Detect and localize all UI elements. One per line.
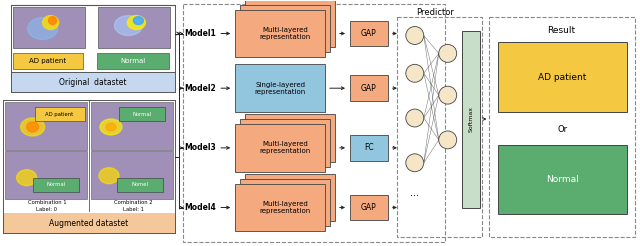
Bar (97, 53, 170, 69)
Text: ...: ... (410, 188, 419, 198)
Bar (488, 16, 636, 237)
Text: Label: 0: Label: 0 (36, 207, 58, 212)
Bar (235, 10, 325, 57)
Bar (235, 124, 325, 172)
Text: AD patient: AD patient (29, 58, 66, 64)
Text: Normal: Normal (121, 58, 146, 64)
Bar (4, 151, 87, 199)
Bar (350, 21, 388, 46)
Bar (498, 43, 627, 112)
Text: Model1: Model1 (184, 29, 216, 38)
Text: Combination 2: Combination 2 (114, 200, 152, 205)
Bar (91, 102, 173, 150)
Text: Model4: Model4 (184, 203, 216, 212)
Bar (240, 5, 330, 52)
Bar (13, 7, 84, 48)
Ellipse shape (115, 15, 142, 35)
Text: Nomel: Nomel (131, 182, 148, 187)
Text: Normal: Normal (132, 111, 152, 117)
Bar (99, 7, 170, 48)
Text: Predictor: Predictor (416, 8, 454, 17)
Text: Combination 1: Combination 1 (28, 200, 66, 205)
Bar (35, 107, 84, 121)
Ellipse shape (43, 15, 59, 30)
Ellipse shape (17, 170, 36, 186)
Ellipse shape (100, 119, 122, 135)
Text: Multi-layered
representation: Multi-layered representation (259, 27, 310, 40)
Ellipse shape (49, 16, 56, 25)
Circle shape (406, 109, 424, 127)
Ellipse shape (27, 122, 38, 132)
Bar (11, 72, 175, 92)
Text: GAP: GAP (361, 84, 377, 93)
Text: Or: Or (557, 125, 568, 135)
Bar (235, 184, 325, 231)
Ellipse shape (127, 15, 145, 30)
Circle shape (406, 27, 424, 45)
Bar (4, 102, 87, 150)
Bar (397, 16, 482, 237)
Bar (240, 179, 330, 226)
Text: Multi-layered
representation: Multi-layered representation (259, 141, 310, 154)
Bar (235, 64, 325, 112)
Ellipse shape (106, 123, 116, 131)
Bar (117, 178, 163, 192)
Text: Original  datastet: Original datastet (59, 78, 126, 87)
Bar (119, 107, 165, 121)
Bar (350, 75, 388, 101)
Ellipse shape (133, 16, 143, 25)
Text: Model2: Model2 (184, 84, 216, 93)
Text: Multi-layered
representation: Multi-layered representation (259, 201, 310, 214)
Ellipse shape (20, 118, 45, 136)
Text: Softmax: Softmax (468, 106, 473, 132)
Circle shape (439, 45, 457, 62)
Text: Augmented datastet: Augmented datastet (49, 219, 129, 228)
Bar (91, 151, 173, 199)
Bar (33, 178, 79, 192)
Bar (240, 119, 330, 167)
Bar (461, 31, 479, 208)
Text: Single-layered
representation: Single-layered representation (255, 82, 306, 95)
Text: Normal: Normal (46, 182, 65, 187)
Text: FC: FC (364, 143, 374, 152)
Circle shape (439, 86, 457, 104)
Bar (350, 195, 388, 220)
Text: Result: Result (547, 26, 575, 35)
Bar (13, 53, 83, 69)
Ellipse shape (99, 168, 119, 184)
Bar (183, 4, 445, 242)
Bar (245, 0, 335, 47)
Bar (245, 174, 335, 221)
Bar (498, 145, 627, 215)
Circle shape (439, 131, 457, 149)
Bar (3, 214, 175, 233)
Ellipse shape (28, 18, 58, 39)
Text: AD patient: AD patient (45, 111, 74, 117)
Text: AD patient: AD patient (538, 73, 587, 82)
Bar (245, 114, 335, 162)
Text: Label: 1: Label: 1 (123, 207, 143, 212)
Text: Model3: Model3 (184, 143, 216, 152)
Text: GAP: GAP (361, 203, 377, 212)
Circle shape (406, 154, 424, 172)
Text: GAP: GAP (361, 29, 377, 38)
Bar (350, 135, 388, 161)
Text: Normal: Normal (546, 175, 579, 184)
Circle shape (406, 64, 424, 82)
